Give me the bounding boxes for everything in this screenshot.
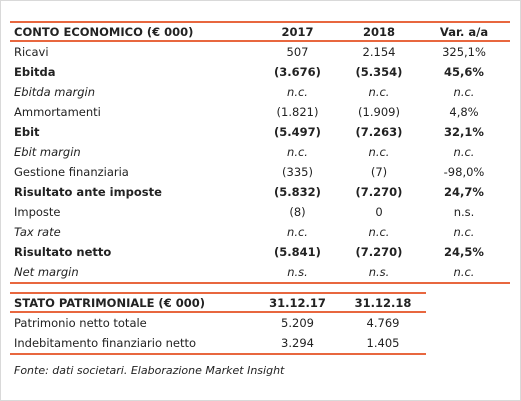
value-cell: (7) [370, 165, 388, 179]
row: Ammortamenti (1.821) (1.909) 4,8% [10, 102, 510, 122]
value-cell: (8) [289, 205, 306, 219]
label-cell: Risultato ante imposte [14, 185, 162, 199]
value-cell: n.c. [287, 145, 308, 159]
income-body: CONTO ECONOMICO (€ 000) 2017 2018 Var. a/a R… [10, 21, 510, 284]
label-cell: Ebit margin [14, 145, 81, 159]
value-cell: 4,8% [449, 105, 479, 119]
row: Ebitda margin n.c. n.c. n.c. [10, 82, 510, 102]
value-cell: n.c. [287, 225, 308, 239]
value-cell: (3.676) [274, 65, 321, 79]
value-cell: 24,7% [444, 185, 484, 199]
value-cell: 3.294 [255, 333, 340, 355]
value-cell: 1.405 [340, 333, 426, 355]
value-cell: n.c. [418, 262, 510, 284]
value-cell: 32,1% [444, 125, 484, 139]
value-cell: (5.354) [355, 65, 403, 79]
value-cell: n.s. [255, 262, 340, 284]
row: Indebitamento finanziario netto 3.294 1.40… [10, 333, 426, 355]
header-cell: Var. a/a [418, 21, 510, 42]
row: Ebit (5.497) (7.263) 32,1% [10, 122, 510, 142]
header-cell: 2018 [340, 21, 418, 42]
value-cell: (335) [282, 165, 313, 179]
label-cell: Net margin [10, 262, 255, 284]
label-cell: Ebitda margin [14, 85, 96, 99]
label-cell: Ricavi [14, 45, 49, 59]
label-cell: Patrimonio netto totale [14, 316, 147, 330]
header-cell: CONTO ECONOMICO (€ 000) [10, 21, 255, 42]
row: Ricavi 507 2.154 325,1% [10, 41, 510, 62]
value-cell: (7.263) [355, 125, 403, 139]
label-cell: Ebit [14, 125, 40, 139]
value-cell: n.s. [453, 205, 475, 219]
label-cell: Indebitamento finanziario netto [10, 333, 255, 355]
source-note: Fonte: dati societari. Elaborazione Mark… [14, 364, 285, 377]
label-cell: Gestione finanziaria [14, 165, 129, 179]
value-cell: 24,5% [444, 245, 484, 259]
value-cell: 507 [286, 45, 309, 59]
value-cell: n.c. [287, 85, 308, 99]
value-cell: 4.769 [366, 316, 400, 330]
value-cell: n.c. [453, 85, 475, 99]
value-cell: 2.154 [362, 45, 396, 59]
row: Gestione finanziaria (335) (7) -98,0% [10, 162, 510, 182]
header-row: CONTO ECONOMICO (€ 000) 2017 2018 Var. a/a [10, 21, 510, 42]
header-row: STATO PATRIMONIALE (€ 000) 31.12.17 31.12.… [10, 292, 426, 313]
value-cell: n.c. [368, 85, 390, 99]
value-cell: (1.909) [358, 105, 400, 119]
value-cell: -98,0% [443, 165, 485, 179]
row: Ebit margin n.c. n.c. n.c. [10, 142, 510, 162]
value-cell: n.s. [340, 262, 418, 284]
value-cell: (7.270) [355, 245, 403, 259]
value-cell: 45,6% [444, 65, 484, 79]
balance-table: STATO PATRIMONIALE (€ 000) 31.12.17 31.12.… [10, 292, 426, 355]
row: Ebitda (3.676) (5.354) 45,6% [10, 62, 510, 82]
row: Tax rate n.c. n.c. n.c. [10, 222, 510, 242]
value-cell: (5.832) [274, 185, 321, 199]
balance-body: STATO PATRIMONIALE (€ 000) 31.12.17 31.12.… [10, 292, 426, 355]
value-cell: (5.497) [274, 125, 321, 139]
value-cell: 325,1% [442, 45, 486, 59]
label-cell: Ammortamenti [14, 105, 101, 119]
income-table: CONTO ECONOMICO (€ 000) 2017 2018 Var. a/a R… [10, 21, 510, 284]
label-cell: Ebitda [14, 65, 56, 79]
value-cell: n.c. [368, 145, 390, 159]
value-cell: n.c. [453, 225, 475, 239]
value-cell: 0 [375, 205, 383, 219]
header-cell: 2017 [255, 21, 340, 42]
header-cell: 31.12.18 [340, 292, 426, 313]
header-cell: STATO PATRIMONIALE (€ 000) [10, 292, 255, 313]
value-cell: (1.821) [276, 105, 319, 119]
row: Risultato netto (5.841) (7.270) 24,5% [10, 242, 510, 262]
value-cell: (7.270) [355, 185, 403, 199]
row: Risultato ante imposte (5.832) (7.270) 24,7… [10, 182, 510, 202]
label-cell: Tax rate [14, 225, 61, 239]
value-cell: 5.209 [281, 316, 314, 330]
row: Patrimonio netto totale 5.209 4.769 [10, 312, 426, 333]
header-cell: 31.12.17 [255, 292, 340, 313]
value-cell: n.c. [453, 145, 475, 159]
row: Imposte (8) 0 n.s. [10, 202, 510, 222]
value-cell: (5.841) [274, 245, 321, 259]
label-cell: Imposte [14, 205, 61, 219]
row: Net margin n.s. n.s. n.c. [10, 262, 510, 284]
label-cell: Risultato netto [14, 245, 112, 259]
value-cell: n.c. [368, 225, 390, 239]
